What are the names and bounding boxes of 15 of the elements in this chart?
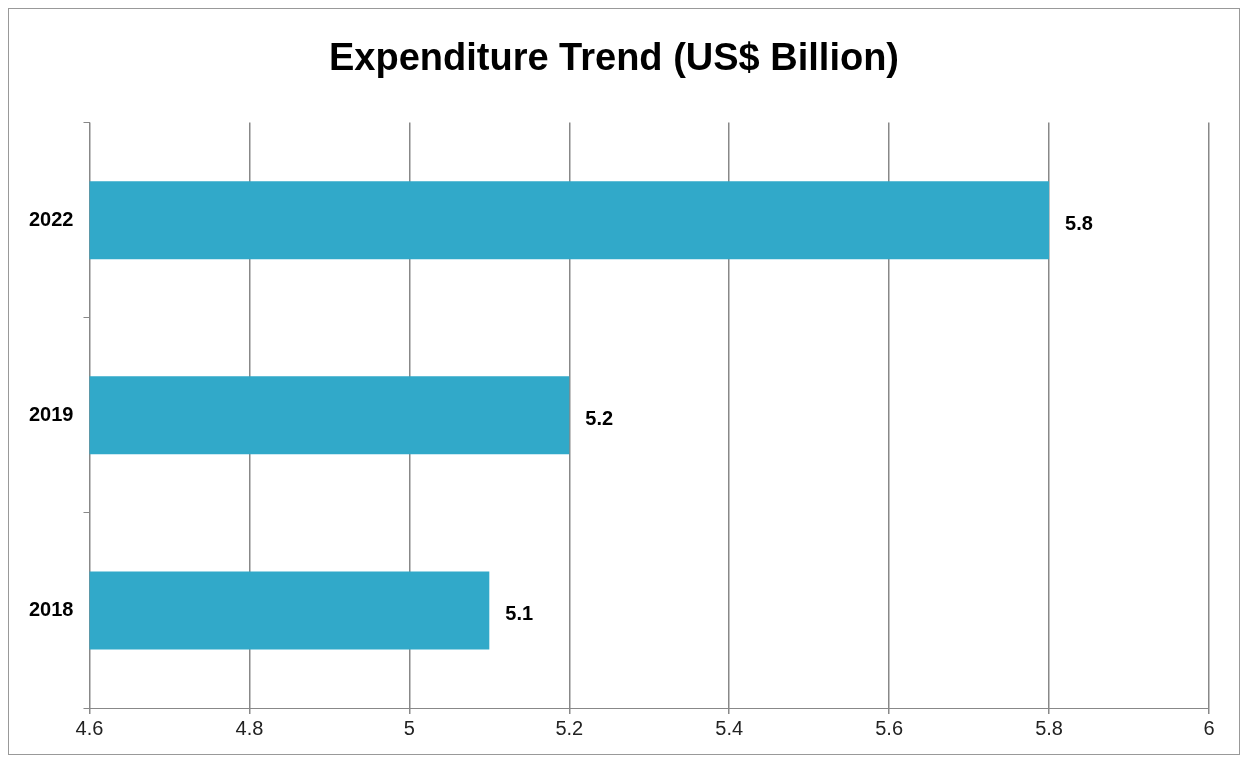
- chart-title: Expenditure Trend (US$ Billion): [328, 36, 900, 79]
- data-label: 5.2: [585, 406, 614, 429]
- y-tick-label: 2019: [28, 402, 74, 425]
- y-tick-label: 2018: [28, 597, 74, 620]
- data-label: 5.8: [1065, 211, 1093, 234]
- x-tick-label: 4.8: [235, 716, 264, 739]
- x-tick-label: 5.4: [715, 716, 744, 739]
- y-tick-label: 2022: [28, 207, 74, 230]
- x-tick-label: 5: [403, 716, 415, 739]
- x-tick-label: 5.6: [875, 716, 904, 739]
- x-tick-label: 6: [1203, 716, 1215, 739]
- x-tick-label: 4.6: [75, 716, 104, 739]
- data-label: 5.1: [505, 601, 534, 624]
- x-tick-label: 5.8: [1035, 716, 1063, 739]
- x-tick-label: 5.2: [555, 716, 584, 739]
